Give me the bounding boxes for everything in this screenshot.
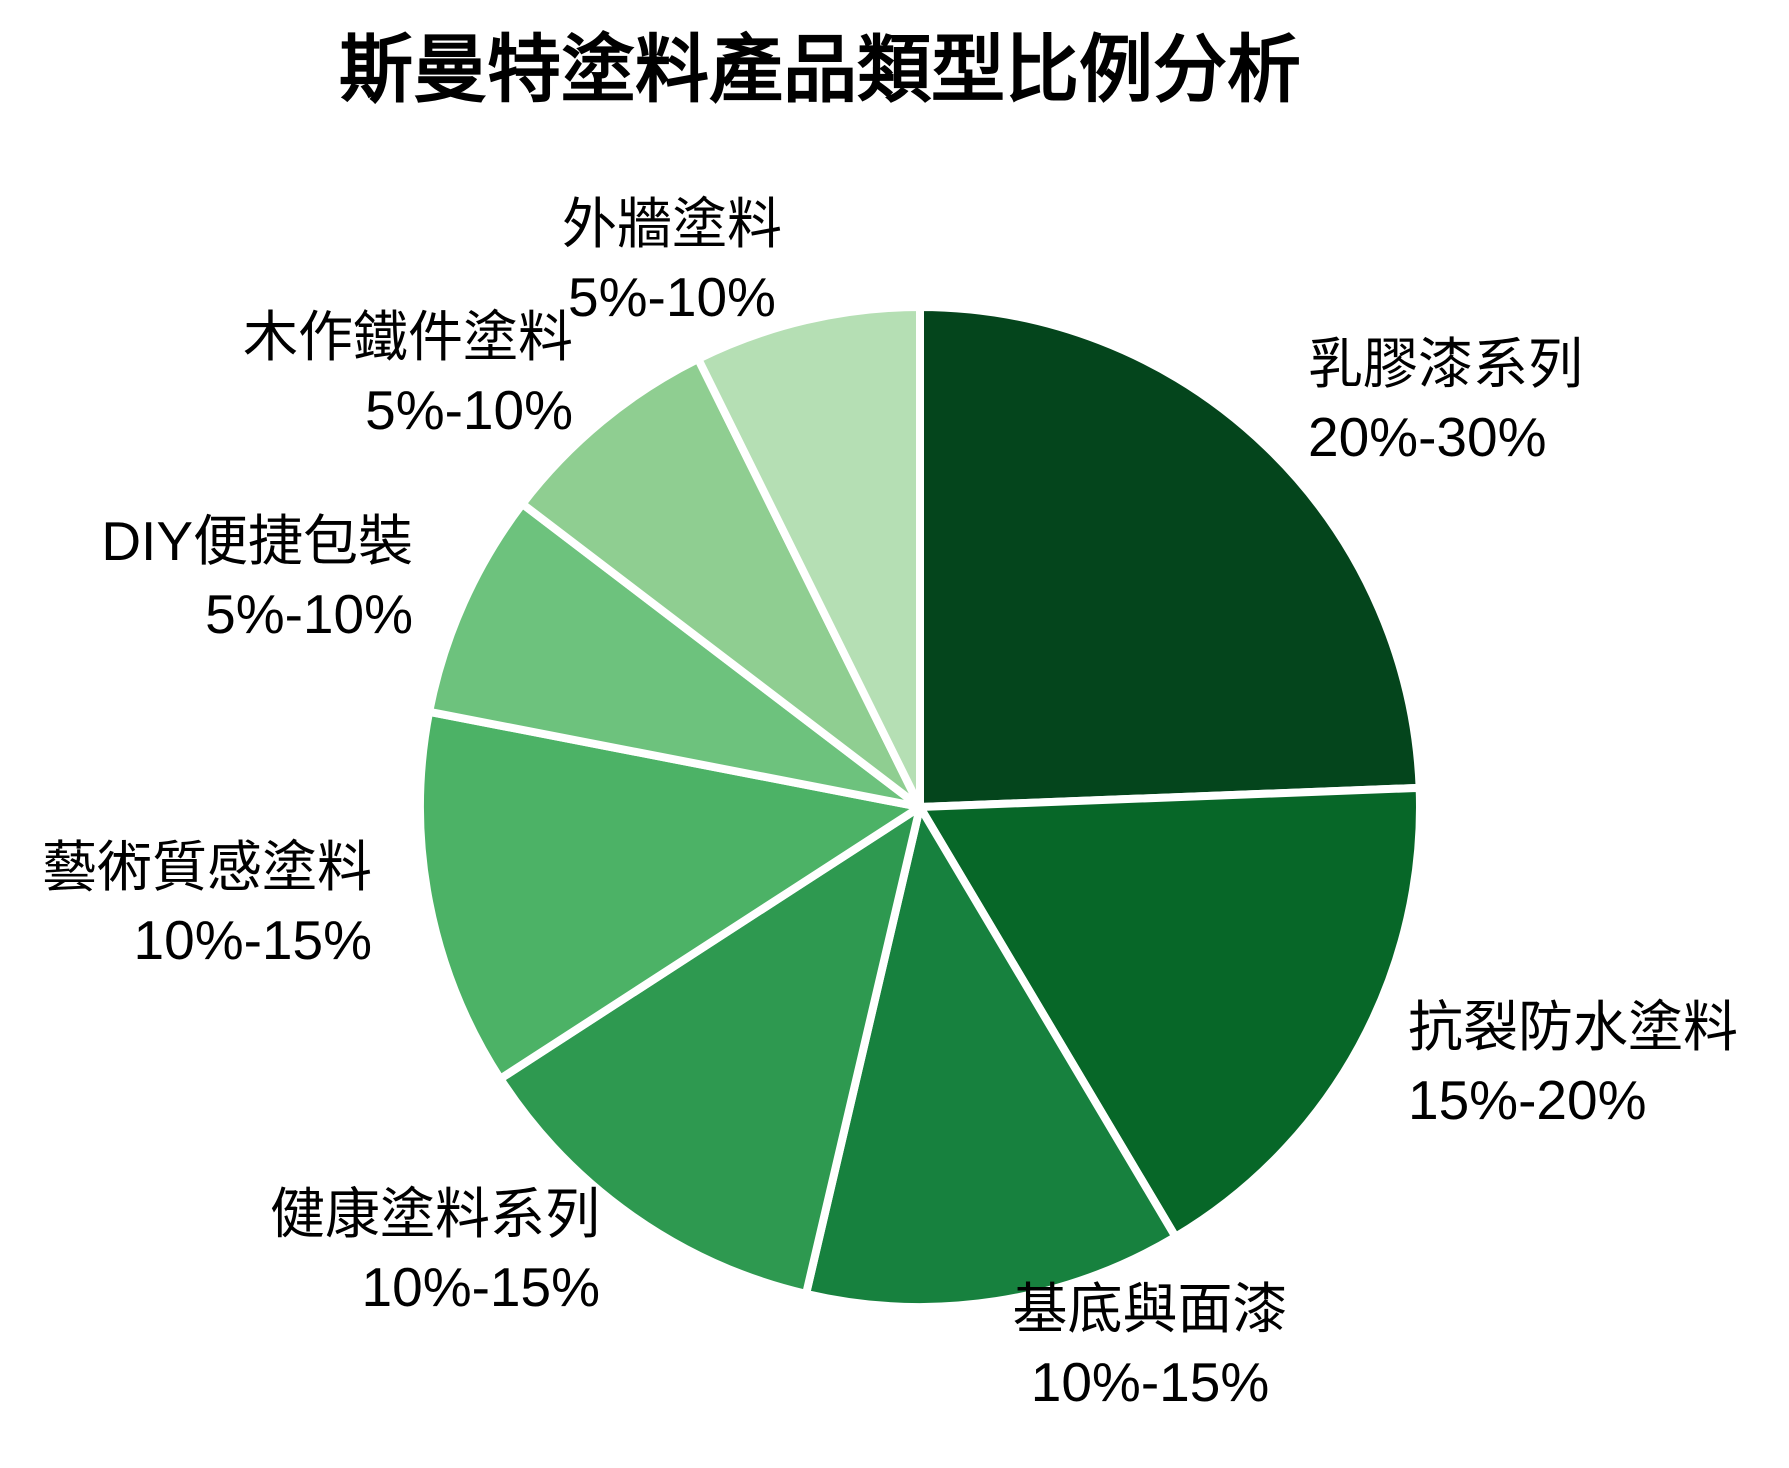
slice-label-range: 15%-20% — [1408, 1069, 1647, 1131]
slice-label-range: 5%-10% — [568, 266, 776, 328]
pie-slice-6 — [518, 354, 924, 811]
slice-label-7: 外牆塗料 5%-10% — [372, 188, 972, 334]
slice-label-0: 乳膠漆系列 20%-30% — [1308, 328, 1583, 474]
slice-label-name: 乳膠漆系列 — [1308, 333, 1584, 395]
slice-label-3: 健康塗料系列 10%-15% — [270, 1178, 600, 1324]
slice-label-name: 基底與面漆 — [1012, 1278, 1288, 1340]
slice-label-5: DIY便捷包裝 5%-10% — [101, 505, 413, 651]
slice-label-range: 10%-15% — [361, 1256, 600, 1318]
slice-label-range: 10%-15% — [133, 909, 372, 971]
pie-slice-5 — [425, 499, 924, 811]
pie-slice-4 — [416, 707, 924, 1083]
slice-label-1: 抗裂防水塗料 15%-20% — [1408, 991, 1738, 1137]
pie-slice-3 — [496, 803, 924, 1298]
slice-label-range: 5%-10% — [365, 379, 573, 441]
slice-label-range: 5%-10% — [205, 583, 413, 645]
pie-slice-7 — [694, 303, 924, 811]
slice-label-range: 20%-30% — [1308, 406, 1547, 468]
slice-label-2: 基底與面漆 10%-15% — [850, 1273, 1450, 1419]
pie-slice-2 — [802, 803, 1180, 1311]
slice-label-name: 木作鐵件塗料 — [242, 306, 573, 368]
slice-label-4: 藝術質感塗料 10%-15% — [42, 831, 372, 977]
slice-label-name: 外牆塗料 — [561, 193, 782, 255]
slice-label-name: 健康塗料系列 — [269, 1183, 600, 1245]
slice-label-name: 抗裂防水塗料 — [1408, 996, 1739, 1058]
slice-label-range: 10%-15% — [1030, 1351, 1270, 1413]
slice-label-name: 藝術質感塗料 — [41, 836, 372, 898]
slice-label-6: 木作鐵件塗料 5%-10% — [243, 301, 573, 447]
pie-slice-1 — [916, 783, 1424, 1241]
pie-slice-0 — [916, 303, 1424, 811]
slice-label-name: DIY便捷包裝 — [101, 510, 413, 572]
chart-title: 斯曼特塗料產品類型比例分析 — [339, 28, 1301, 111]
